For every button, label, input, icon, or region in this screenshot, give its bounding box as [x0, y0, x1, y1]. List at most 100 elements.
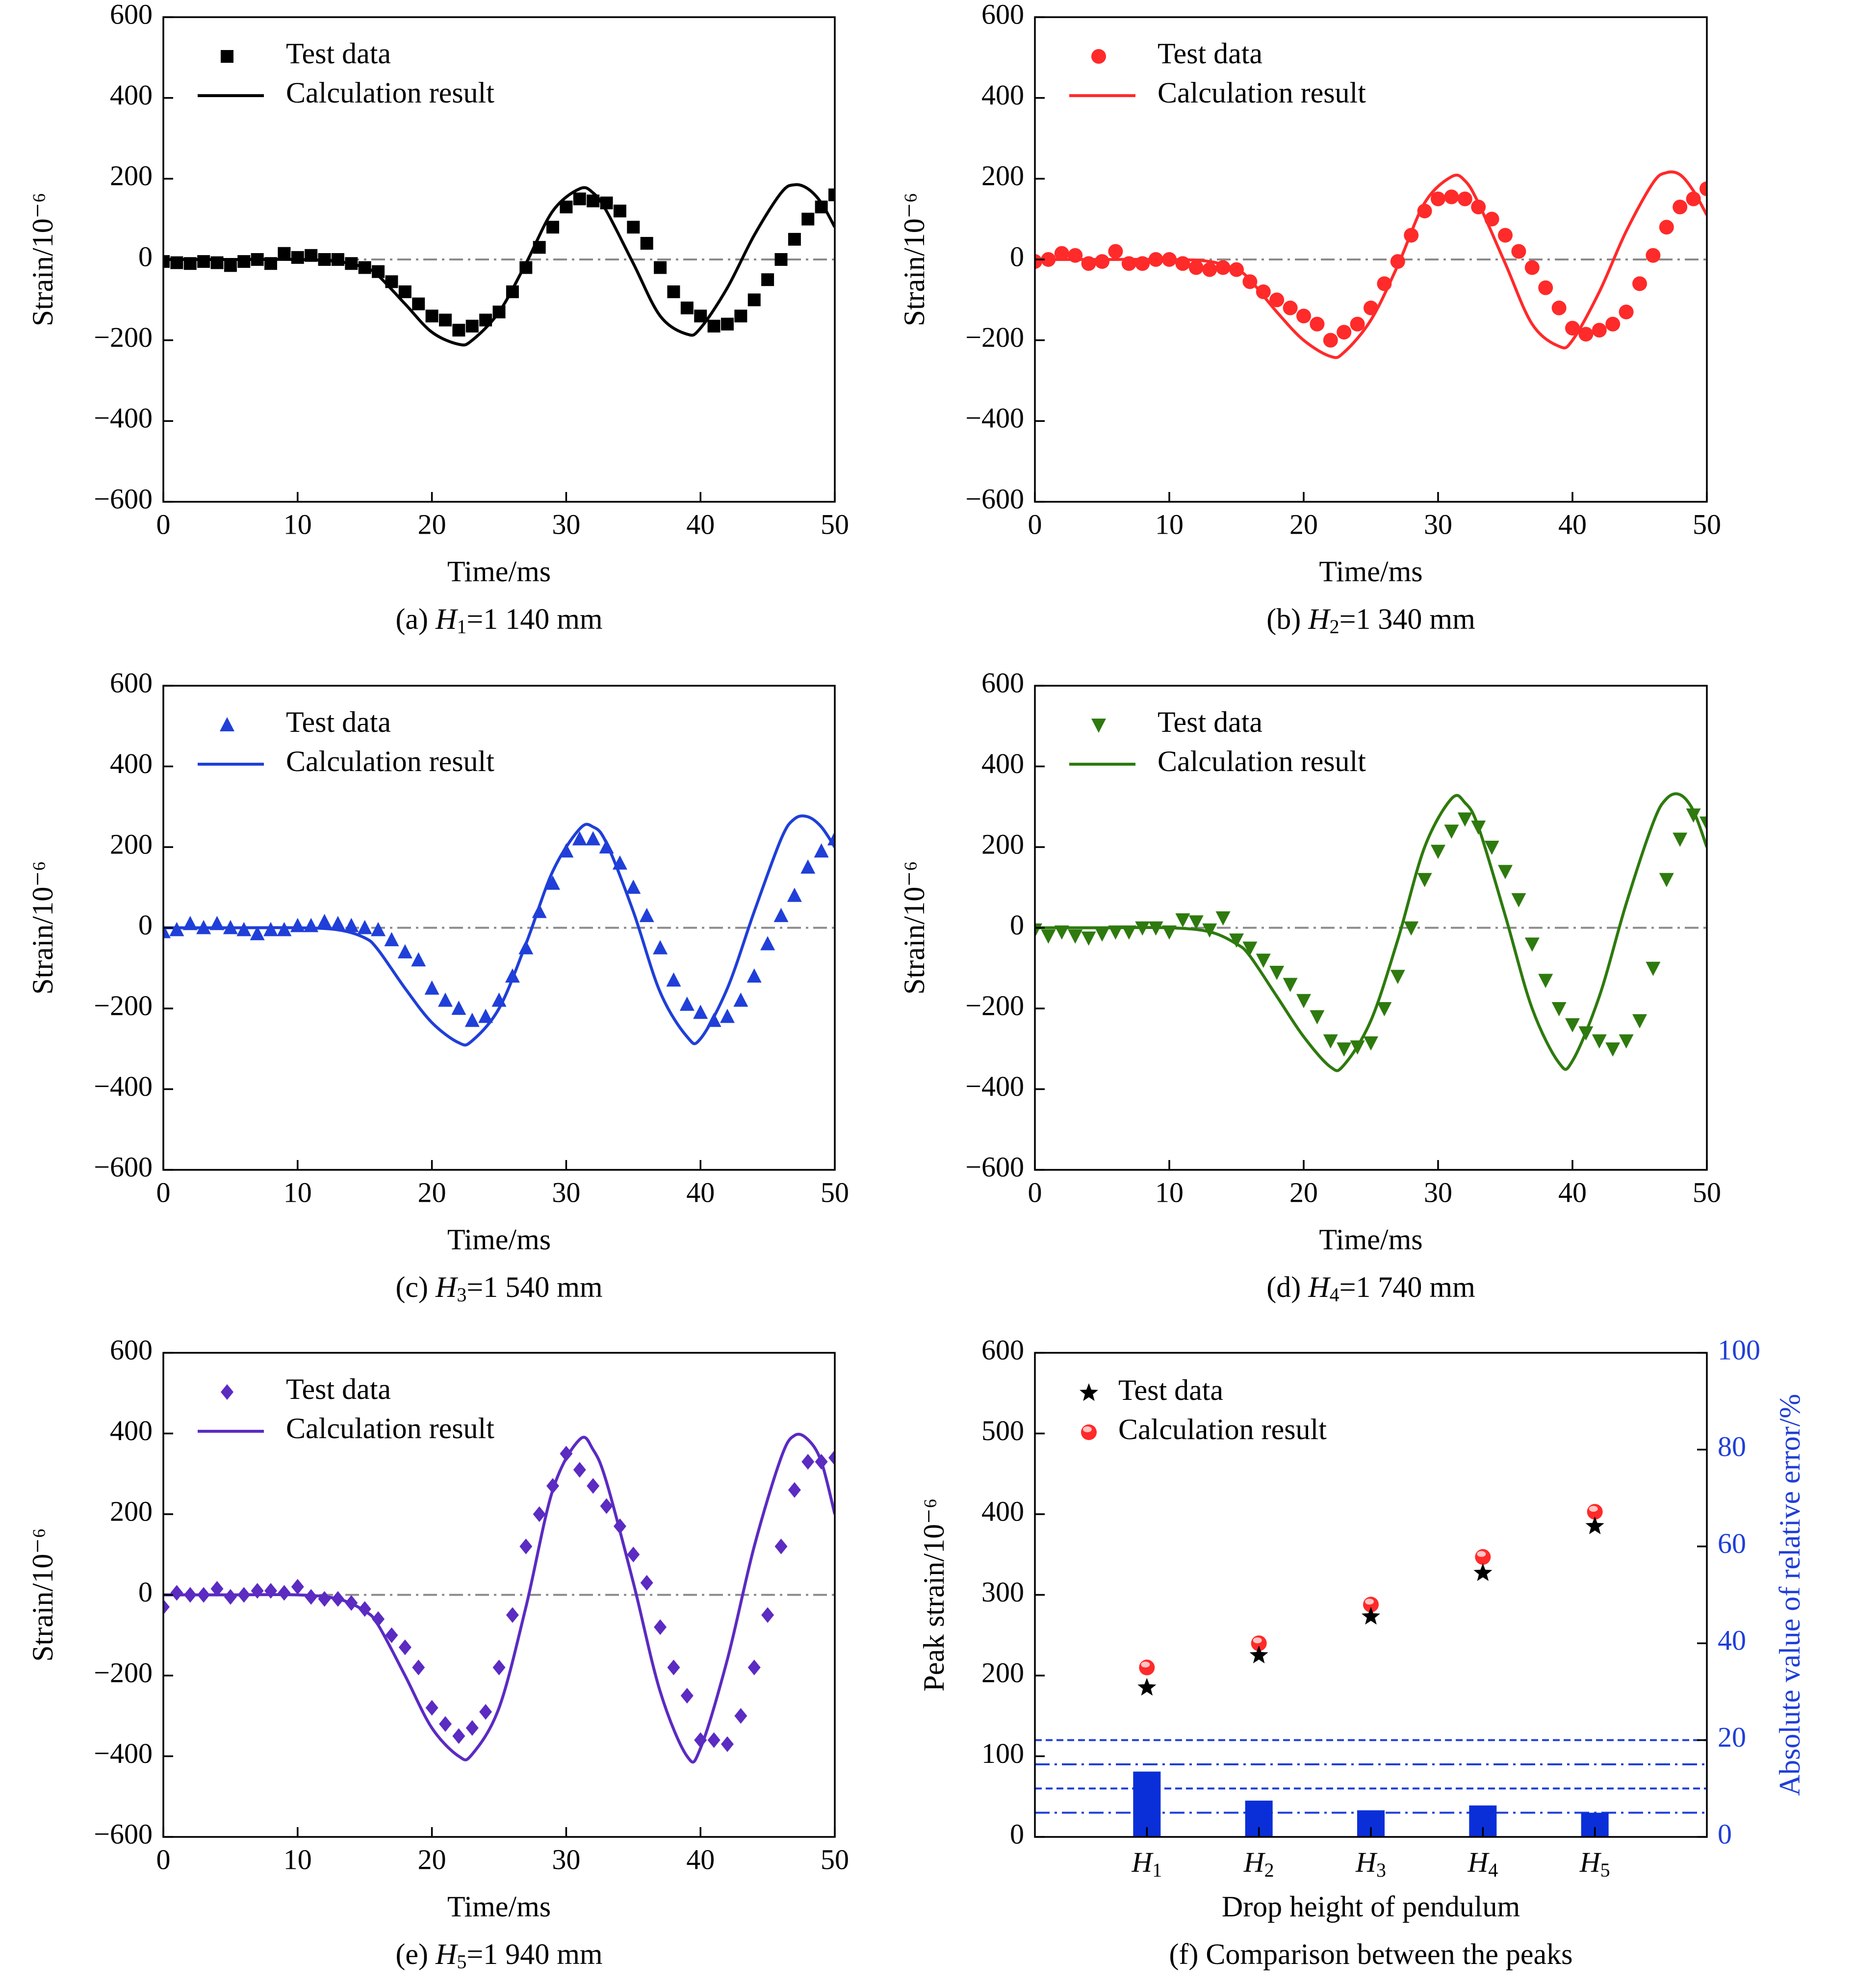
test-data-point — [1551, 1002, 1567, 1016]
test-data-point — [532, 904, 547, 918]
test-data-point — [182, 916, 198, 930]
test-data-point — [1673, 199, 1688, 214]
test-data-point — [358, 1601, 371, 1617]
test-data-point — [734, 310, 747, 323]
test-data-point — [801, 212, 815, 226]
test-data-point — [1081, 931, 1096, 946]
x-category-label: H1 — [1131, 1846, 1162, 1881]
y-tick-label: 600 — [110, 0, 153, 30]
test-data-point — [667, 1659, 680, 1676]
y-tick-label: −200 — [965, 989, 1024, 1021]
test-data-point — [1551, 300, 1567, 315]
test-data-point — [1524, 937, 1540, 952]
test-data-point — [1457, 191, 1472, 207]
test-data-point — [573, 192, 586, 206]
x-tick-label: 20 — [1289, 1176, 1318, 1208]
test-data-point — [1457, 812, 1472, 827]
test-data-point — [667, 285, 680, 298]
test-data-point — [345, 257, 358, 270]
test-data-point — [163, 1599, 170, 1615]
test-data-point — [1175, 256, 1190, 271]
y-tick-label: 600 — [110, 1334, 153, 1366]
test-data-point — [613, 205, 626, 218]
test-data-point — [438, 992, 453, 1007]
category-sub: 4 — [1488, 1859, 1498, 1881]
y-axis-label: Peak strain/10⁻⁶ — [918, 1498, 950, 1691]
test-data-point — [1054, 246, 1069, 261]
test-data-point — [627, 221, 640, 234]
x-tick-label: 10 — [283, 1176, 312, 1208]
test-data-point — [425, 1700, 438, 1716]
test-data-point — [263, 922, 279, 936]
y2-tick-label: 60 — [1718, 1527, 1746, 1559]
test-data-point — [505, 968, 520, 983]
legend: Test data Calculation result — [198, 37, 494, 109]
caption-prefix: (a) — [395, 603, 436, 635]
test-data-point — [385, 1627, 398, 1643]
test-data-point — [1484, 841, 1499, 855]
test-data-point — [828, 188, 835, 202]
test-data-point — [1646, 248, 1661, 263]
category-var: H — [1467, 1846, 1490, 1878]
category-var: H — [1243, 1846, 1266, 1878]
x-category-label: H2 — [1243, 1846, 1274, 1881]
test-data-point — [331, 253, 344, 266]
test-data-point — [707, 1732, 721, 1748]
test-data-point — [1229, 262, 1244, 277]
legend-test-data-marker — [221, 1384, 233, 1400]
test-data-point — [654, 1619, 667, 1635]
y-tick-label: 0 — [1010, 909, 1024, 941]
x-axis-label: Time/ms — [1319, 1223, 1422, 1256]
test-data-point — [1215, 911, 1231, 926]
calculation-result-point — [1139, 1659, 1155, 1676]
test-data-point — [1592, 323, 1607, 338]
x-tick-label: 50 — [821, 1176, 849, 1208]
test-data-point — [1215, 260, 1231, 275]
test-data-point — [721, 317, 734, 331]
caption-rest: =1 340 mm — [1339, 603, 1475, 635]
test-data-point — [1202, 262, 1217, 277]
test-data-point — [1121, 925, 1136, 940]
test-data-point — [358, 261, 371, 274]
test-data-point — [1035, 254, 1042, 269]
test-data-point — [398, 285, 412, 298]
x-tick-label: 0 — [1028, 508, 1042, 540]
test-data-point — [1404, 921, 1419, 936]
test-data-point — [1337, 1042, 1352, 1057]
calculation-result-line — [163, 183, 835, 347]
y-axis-label: Strain/10⁻⁶ — [898, 193, 930, 327]
x-tick-label: 0 — [1028, 1176, 1042, 1208]
test-data-point — [788, 232, 801, 246]
test-data-point — [573, 1462, 586, 1478]
legend-test-data-label: Test data — [286, 706, 391, 738]
x-tick-label: 20 — [418, 1843, 446, 1875]
test-data-point — [479, 313, 492, 327]
test-data-point — [398, 1639, 412, 1655]
y-tick-label: 0 — [138, 1576, 153, 1608]
legend-test-data-marker — [1091, 49, 1106, 64]
test-data-point — [1350, 316, 1365, 332]
test-data-point — [1310, 1010, 1325, 1025]
test-data-point — [492, 1659, 506, 1676]
x-tick-label: 30 — [552, 1176, 580, 1208]
x-axis-label: Time/ms — [1319, 555, 1422, 588]
test-data-point — [815, 1454, 828, 1470]
test-data-point — [734, 1708, 747, 1724]
test-data-point — [1337, 325, 1352, 340]
caption-rest: =1 940 mm — [466, 1938, 602, 1970]
test-data-point — [680, 301, 694, 314]
legend: Test data Calculation result — [1069, 706, 1366, 777]
test-data-point — [1296, 309, 1311, 324]
calculation-result-line — [163, 814, 835, 1047]
test-data-point — [452, 324, 465, 337]
legend-calculation-marker — [1081, 1424, 1097, 1440]
y-tick-label: 400 — [981, 748, 1024, 779]
test-data-point — [1175, 913, 1190, 928]
test-data-point — [357, 920, 372, 934]
calculation-result-point — [1475, 1549, 1491, 1565]
test-data-point — [1081, 256, 1096, 271]
y-tick-label: −400 — [94, 1737, 153, 1769]
test-data-point — [546, 1478, 560, 1494]
test-data-point — [372, 265, 385, 278]
